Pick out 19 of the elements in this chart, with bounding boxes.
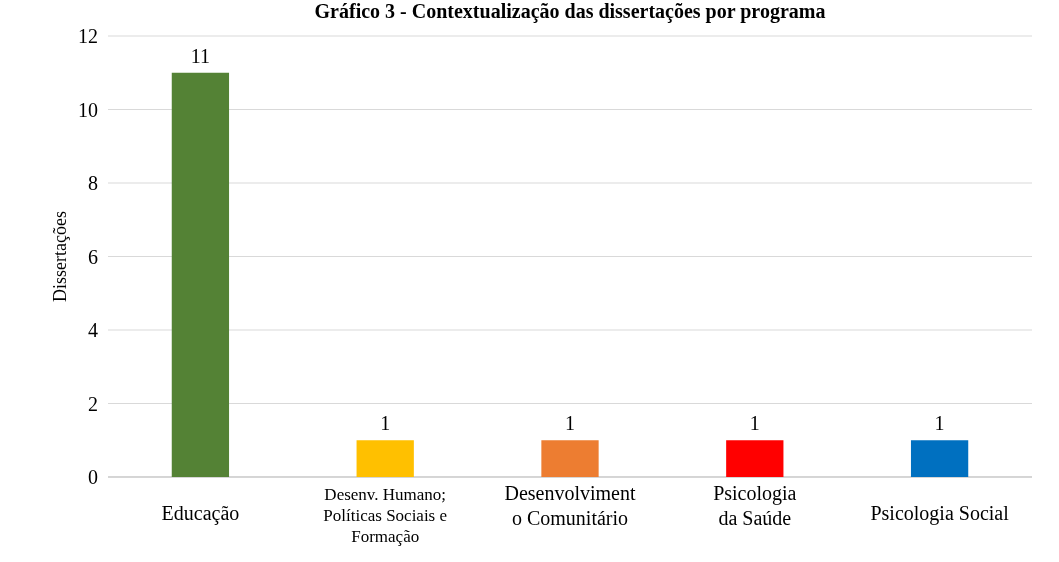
y-tick-label: 2 bbox=[88, 392, 98, 415]
y-tick-label: 0 bbox=[88, 466, 98, 488]
data-label: 11 bbox=[190, 44, 211, 67]
y-axis-title: Dissertações bbox=[50, 211, 70, 302]
x-tick-label: Psicologia da Saúde bbox=[713, 482, 797, 529]
x-tick-label: Desenv. Humano; Políticas Sociais e Formação bbox=[323, 485, 448, 546]
data-label: 1 bbox=[934, 412, 945, 435]
y-tick-label: 8 bbox=[88, 172, 98, 194]
x-tick-label: Psicologia Social bbox=[870, 502, 1010, 525]
data-label: 1 bbox=[380, 412, 391, 435]
y-tick-label: 12 bbox=[78, 25, 98, 47]
y-tick-label: 10 bbox=[78, 98, 98, 121]
x-tick-label: Desenvolviment o Comunitário bbox=[504, 482, 636, 529]
chart-title: Gráfico 3 - Contextualização das dissertações por programa bbox=[314, 0, 826, 23]
data-label: 1 bbox=[565, 412, 575, 435]
y-tick-label: 6 bbox=[88, 245, 98, 268]
data-label: 1 bbox=[749, 412, 760, 435]
y-tick-label: 4 bbox=[88, 319, 98, 341]
x-tick-label: Educação bbox=[161, 502, 240, 525]
